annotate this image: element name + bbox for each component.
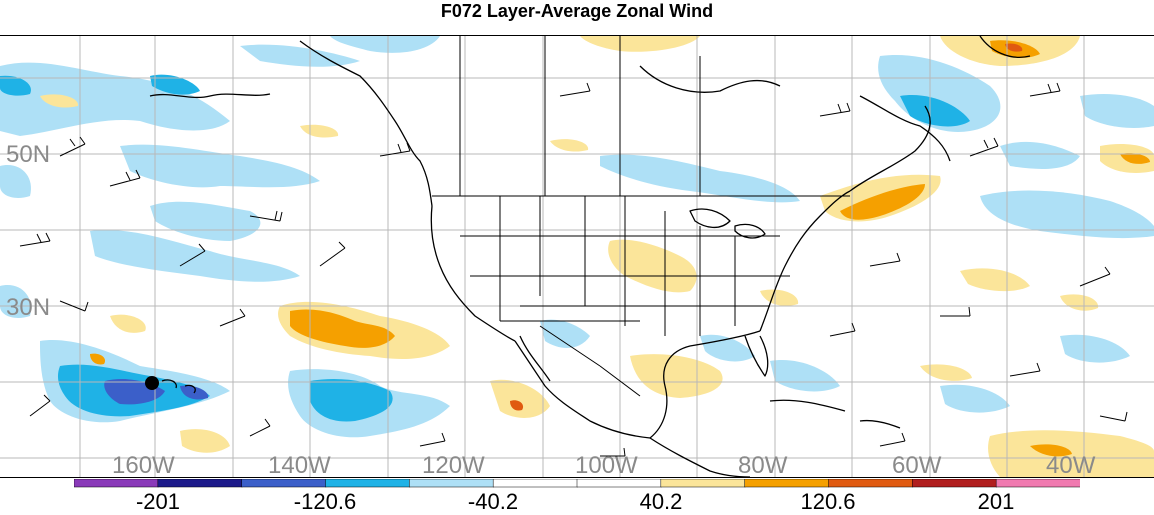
station-marker bbox=[145, 376, 159, 390]
lon-label-100w: 100W bbox=[575, 452, 638, 478]
colorbar-swatch bbox=[660, 479, 746, 488]
colorbar-swatch bbox=[912, 479, 997, 488]
political-borders bbox=[432, 36, 850, 397]
colorbar-swatch bbox=[157, 479, 243, 488]
lon-label-120w: 120W bbox=[422, 452, 485, 478]
lon-label-80w: 80W bbox=[738, 452, 788, 478]
colorbar-swatch bbox=[74, 479, 159, 488]
map-title: F072 Layer-Average Zonal Wind bbox=[440, 1, 714, 21]
colorbar-swatches bbox=[74, 479, 1080, 488]
lat-label-30n: 30N bbox=[6, 294, 50, 321]
colorbar-label-pos40: 40.2 bbox=[639, 489, 683, 514]
colorbar-label-neg40: -40.2 bbox=[467, 489, 519, 514]
colorbar-swatch bbox=[995, 479, 1080, 488]
lon-label-60w: 60W bbox=[892, 452, 942, 478]
colorbar-legend: -201 -120.6 -40.2 40.2 120.6 201 bbox=[74, 479, 1080, 514]
colorbar-label-pos201: 201 bbox=[977, 489, 1015, 514]
colorbar-swatch bbox=[409, 479, 494, 488]
colorbar-label-pos120: 120.6 bbox=[800, 489, 856, 514]
coastlines bbox=[149, 36, 1031, 477]
wind-map: 50N 30N 160W 140W 120W 100W 80W 60W 40W bbox=[0, 35, 1154, 478]
lon-label-160w: 160W bbox=[112, 452, 175, 478]
colorbar-label-neg201: -201 bbox=[135, 489, 181, 514]
colorbar-swatch bbox=[828, 479, 914, 488]
colorbar-swatch bbox=[492, 479, 578, 488]
lon-label-40w: 40W bbox=[1046, 452, 1096, 478]
colorbar-swatch bbox=[241, 479, 327, 488]
colorbar-label-neg120: -120.6 bbox=[293, 489, 357, 514]
wind-barbs bbox=[19, 82, 1128, 457]
lat-label-50n: 50N bbox=[6, 141, 50, 168]
lon-label-140w: 140W bbox=[268, 452, 331, 478]
colorbar-swatch bbox=[744, 479, 830, 488]
colorbar-swatch bbox=[325, 479, 411, 488]
colorbar-swatch bbox=[576, 479, 662, 488]
very-strong-positive-shading bbox=[510, 43, 1023, 411]
